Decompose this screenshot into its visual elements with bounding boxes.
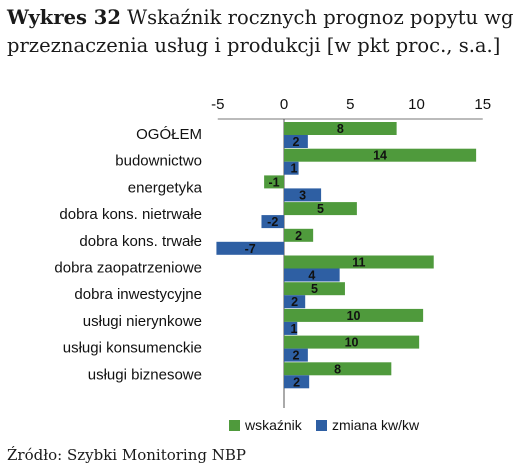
data-label: 2 bbox=[292, 349, 299, 363]
data-label: 8 bbox=[334, 362, 341, 376]
category-label: OGÓŁEM bbox=[136, 126, 202, 143]
bar-zmiana-kw/kw bbox=[284, 268, 340, 282]
data-label: 3 bbox=[299, 188, 306, 202]
chart-title-text: Wskaźnik rocznych prognoz popytu wg prze… bbox=[7, 6, 514, 57]
data-label: 2 bbox=[293, 375, 300, 389]
x-tick-label: 5 bbox=[346, 96, 354, 113]
bar-wskaźnik bbox=[284, 122, 397, 135]
data-label: 4 bbox=[308, 269, 315, 283]
category-label: dobra zaopatrzeniowe bbox=[54, 260, 202, 277]
data-label: 8 bbox=[337, 122, 344, 136]
chart-title-prefix: Wykres 32 bbox=[7, 6, 121, 29]
bar-wskaźnik bbox=[284, 362, 392, 376]
bar-zmiana-kw/kw bbox=[261, 215, 284, 229]
data-label: -7 bbox=[245, 242, 256, 256]
x-tick-label: 0 bbox=[280, 96, 288, 113]
bar-wskaźnik bbox=[284, 308, 424, 322]
bar-zmiana-kw/kw bbox=[284, 375, 310, 389]
bar-wskaźnik bbox=[284, 255, 434, 269]
category-label: dobra kons. nietrwałe bbox=[59, 206, 202, 223]
x-tick-label: 10 bbox=[408, 96, 425, 113]
legend-swatch-zmiana bbox=[316, 420, 327, 431]
bar-wskaźnik bbox=[284, 282, 345, 296]
legend-swatch-wskaznik bbox=[229, 420, 240, 431]
data-label: -1 bbox=[268, 175, 279, 189]
bar-zmiana-kw/kw bbox=[284, 295, 306, 309]
data-label: 2 bbox=[292, 135, 299, 149]
data-label: 10 bbox=[345, 336, 359, 350]
category-label: usługi nierynkowe bbox=[83, 313, 202, 330]
legend-label: wskaźnik bbox=[244, 417, 303, 433]
category-label: usługi konsumenckie bbox=[63, 340, 202, 357]
data-label: -2 bbox=[267, 215, 278, 229]
category-label: dobra kons. trwałe bbox=[79, 233, 202, 250]
bar-zmiana-kw/kw bbox=[284, 188, 322, 202]
bar-wskaźnik bbox=[284, 335, 420, 349]
data-label: 2 bbox=[295, 229, 302, 243]
bar-wskaźnik bbox=[284, 202, 357, 216]
x-tick-label: -5 bbox=[211, 96, 224, 113]
data-label: 2 bbox=[291, 295, 298, 309]
bar-zmiana-kw/kw bbox=[216, 241, 284, 255]
category-label: usługi biznesowe bbox=[88, 366, 202, 383]
data-label: 11 bbox=[352, 256, 365, 270]
bar-wskaźnik bbox=[284, 228, 314, 242]
category-label: dobra inwestycyjne bbox=[74, 286, 202, 303]
chart-title: Wykres 32 Wskaźnik rocznych prognoz popy… bbox=[7, 4, 517, 60]
x-tick-label: 15 bbox=[474, 96, 491, 113]
data-label: 1 bbox=[291, 162, 298, 176]
data-label: 5 bbox=[311, 282, 318, 296]
bar-wskaźnik bbox=[284, 148, 477, 162]
bar-wskaźnik bbox=[264, 175, 284, 189]
data-label: 5 bbox=[317, 202, 324, 216]
category-label: energetyka bbox=[128, 179, 203, 196]
data-label: 14 bbox=[373, 149, 387, 163]
legend-label: zmiana kw/kw bbox=[332, 417, 420, 433]
bar-zmiana-kw/kw bbox=[284, 321, 298, 335]
bar-zmiana-kw/kw bbox=[284, 135, 308, 148]
bar-zmiana-kw/kw bbox=[284, 348, 308, 362]
data-label: 1 bbox=[291, 322, 298, 336]
category-label: budownictwo bbox=[115, 153, 202, 170]
bar-zmiana-kw/kw bbox=[284, 161, 299, 175]
data-label: 10 bbox=[347, 309, 361, 323]
source-note: Źródło: Szybki Monitoring NBP bbox=[7, 446, 246, 464]
